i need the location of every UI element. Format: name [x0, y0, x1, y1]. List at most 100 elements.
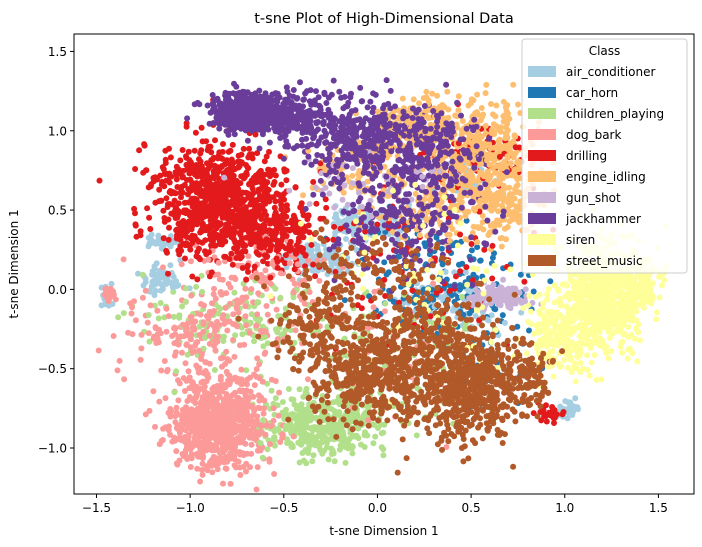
point-dog_bark [179, 349, 185, 356]
point-dog_bark [178, 261, 185, 268]
point-air_conditioner [155, 238, 162, 245]
point-dog_bark [254, 355, 261, 362]
point-children_playing [257, 316, 263, 323]
point-drilling [183, 154, 190, 161]
point-drilling [246, 145, 253, 152]
point-children_playing [239, 331, 246, 338]
point-car_horn [422, 243, 429, 250]
point-drilling [292, 229, 299, 236]
point-drilling [263, 212, 270, 219]
point-children_playing [268, 387, 275, 394]
point-dog_bark [169, 333, 176, 339]
point-dog_bark [222, 465, 229, 472]
point-children_playing [292, 412, 299, 419]
point-dog_bark [231, 353, 238, 360]
point-children_playing [292, 427, 299, 433]
point-drilling [521, 278, 528, 285]
point-air_conditioner [135, 270, 141, 277]
point-dog_bark [249, 412, 256, 419]
point-dog_bark [188, 451, 195, 458]
point-dog_bark [211, 384, 218, 391]
point-drilling [175, 212, 181, 219]
point-drilling [308, 242, 315, 248]
point-drilling [152, 199, 159, 206]
point-children_playing [358, 441, 364, 448]
point-dog_bark [168, 407, 175, 414]
point-drilling [96, 177, 103, 184]
point-children_playing [325, 456, 332, 463]
point-dog_bark [224, 327, 231, 334]
point-car_horn [341, 297, 348, 304]
point-children_playing [287, 411, 294, 418]
point-children_playing [115, 314, 122, 321]
point-drilling [193, 189, 200, 196]
point-dog_bark [210, 401, 217, 408]
point-dog_bark [238, 366, 245, 373]
point-car_horn [383, 271, 390, 278]
point-engine_idling [483, 81, 490, 88]
point-children_playing [360, 412, 367, 419]
point-drilling [164, 249, 170, 256]
point-drilling [258, 179, 265, 186]
point-children_playing [291, 401, 298, 408]
point-engine_idling [474, 91, 481, 98]
point-air_conditioner [152, 287, 159, 294]
point-drilling [310, 261, 317, 268]
point-dog_bark [227, 379, 233, 386]
point-drilling [337, 225, 344, 232]
point-dog_bark [192, 342, 198, 349]
point-drilling [194, 276, 201, 283]
point-dog_bark [211, 447, 218, 454]
point-dog_bark [180, 375, 187, 382]
point-gun_shot [221, 174, 228, 181]
point-children_playing [171, 389, 178, 396]
point-air_conditioner [145, 243, 152, 250]
point-drilling [239, 265, 246, 271]
point-drilling [228, 156, 235, 163]
point-dog_bark [205, 315, 212, 322]
point-dog_bark [185, 368, 192, 375]
point-drilling [252, 238, 258, 245]
point-drilling [213, 167, 220, 174]
point-children_playing [303, 385, 310, 392]
point-dog_bark [217, 373, 224, 380]
point-drilling [236, 207, 243, 214]
point-drilling [157, 172, 164, 179]
point-dog_bark [215, 259, 222, 266]
point-car_horn [468, 247, 475, 254]
point-drilling [245, 268, 251, 275]
point-air_conditioner [145, 234, 152, 241]
point-air_conditioner [569, 412, 576, 418]
point-children_playing [248, 311, 255, 318]
point-dog_bark [138, 345, 145, 352]
point-air_conditioner [108, 280, 115, 287]
point-dog_bark [155, 339, 162, 346]
point-dog_bark [162, 395, 169, 402]
point-air_conditioner [158, 271, 165, 278]
point-drilling [182, 255, 188, 262]
point-dog_bark [257, 429, 264, 435]
point-dog_bark [188, 314, 195, 320]
point-children_playing [272, 285, 279, 292]
point-engine_idling [459, 118, 466, 124]
point-drilling [262, 200, 269, 207]
point-drilling [215, 181, 222, 188]
point-dog_bark [164, 368, 170, 375]
point-drilling [196, 166, 202, 173]
point-drilling [261, 171, 268, 178]
point-drilling [457, 268, 464, 275]
point-drilling [281, 226, 288, 233]
point-car_horn [489, 254, 496, 261]
point-drilling [156, 186, 163, 193]
point-dog_bark [381, 308, 388, 315]
point-drilling [242, 171, 249, 178]
point-drilling [231, 187, 238, 193]
point-drilling [177, 235, 184, 242]
point-dog_bark [199, 439, 206, 446]
point-children_playing [300, 408, 307, 415]
point-children_playing [182, 298, 189, 305]
point-drilling [169, 210, 175, 217]
point-dog_bark [232, 389, 239, 396]
point-dog_bark [230, 427, 236, 434]
point-drilling [166, 145, 172, 152]
